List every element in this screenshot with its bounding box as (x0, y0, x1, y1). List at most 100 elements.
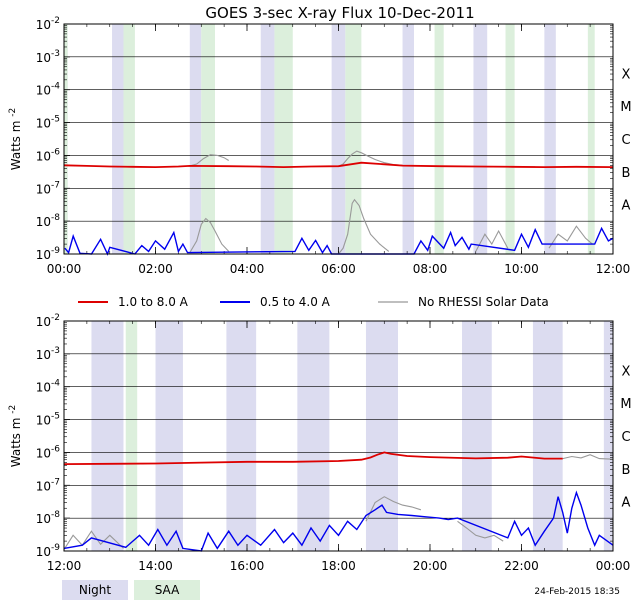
night-band (260, 24, 275, 254)
y-tick-label: 10-8 (36, 213, 61, 229)
flare-class-label: B (622, 166, 631, 181)
legend-label-no-rhessi: No RHESSI Solar Data (418, 295, 549, 309)
panel-top: 10-9 10-8 10-7 10-6 10-5 10-4 10-3 10-2 A B C M X 00:… (8, 16, 632, 276)
night-band (331, 24, 346, 254)
night-band (532, 321, 563, 551)
saa-band (274, 24, 293, 254)
panel-bottom: 10-9 10-8 10-7 10-6 10-5 10-4 10-3 10-2 A B C M X 12:… (8, 313, 632, 573)
flare-class-label: M (620, 397, 631, 412)
night-swatch (62, 580, 128, 600)
y-tick-label: 10-7 (36, 180, 60, 196)
y-tick-label: 10-4 (36, 379, 61, 395)
night-band (91, 321, 124, 551)
series-short-channel (63, 490, 614, 552)
night-band (189, 24, 202, 254)
night-band (544, 24, 556, 254)
night-band (226, 321, 257, 551)
flare-class-label: C (621, 133, 630, 148)
saa-band (125, 321, 138, 551)
saa-swatch (134, 580, 200, 600)
y-tick-label: 10-7 (36, 477, 60, 493)
series-no-rhessi-long (189, 154, 229, 167)
night-band (365, 321, 398, 551)
y-tick-label: 10-5 (36, 115, 60, 131)
series-short-channel (64, 226, 614, 256)
saa-band (123, 24, 135, 254)
y-tick-label: 10-5 (36, 412, 60, 428)
x-tick-label: 14:00 (138, 559, 173, 573)
y-tick-label: 10-9 (36, 543, 61, 559)
series-no-rhessi-short (365, 496, 422, 522)
y-tick-label: 10-3 (36, 346, 60, 362)
night-band (603, 321, 613, 551)
legend-item-short-channel: 0.5 to 4.0 A (220, 295, 331, 309)
generated-timestamp: 24-Feb-2015 18:35 (534, 587, 620, 597)
x-tick-label: 12:00 (596, 262, 631, 276)
y-tick-label: 10-3 (36, 49, 60, 65)
legend-label-long-channel: 1.0 to 8.0 A (118, 295, 189, 309)
series-long-channel (63, 451, 563, 465)
night-band (112, 24, 124, 254)
y-tick-label: 10-2 (36, 16, 60, 32)
night-band (473, 24, 488, 254)
x-tick-label: 20:00 (413, 559, 448, 573)
series-no-rhessi-long (338, 150, 403, 167)
x-tick-label: 00:00 (596, 559, 631, 573)
flare-class-label: C (621, 430, 630, 445)
x-tick-label: 04:00 (230, 262, 265, 276)
y-tick-label: 10-2 (36, 313, 60, 329)
night-band (297, 321, 330, 551)
x-tick-label: 08:00 (413, 262, 448, 276)
saa-band (345, 24, 362, 254)
flare-class-label: A (622, 496, 631, 511)
flare-class-label: X (622, 364, 631, 379)
x-tick-label: 18:00 (321, 559, 356, 573)
chart-panels: 10-9 10-8 10-7 10-6 10-5 10-4 10-3 10-2 A B C M X 00:… (8, 16, 632, 573)
night-band (155, 321, 183, 551)
saa-band (505, 24, 515, 254)
chart-title: GOES 3-sec X-ray Flux 10-Dec-2011 (205, 4, 474, 22)
night-band (402, 24, 414, 254)
plot-frame (63, 23, 614, 255)
y-axis-label: Watts m -2 (8, 405, 23, 467)
x-tick-label: 02:00 (138, 262, 173, 276)
flare-class-label: M (620, 100, 631, 115)
series-no-rhessi-long (562, 454, 614, 460)
saa-label: SAA (155, 583, 180, 597)
y-tick-label: 10-6 (36, 147, 61, 163)
y-axis-label: Watts m -2 (8, 108, 23, 170)
saa-band (434, 24, 444, 254)
x-tick-label: 22:00 (504, 559, 539, 573)
series-no-rhessi-short (548, 225, 593, 249)
background-legend: Night SAA (62, 580, 200, 600)
flare-class-label: A (622, 199, 631, 214)
night-band (462, 321, 492, 551)
legend-item-no-rhessi: No RHESSI Solar Data (378, 295, 549, 309)
y-tick-label: 10-4 (36, 82, 61, 98)
x-tick-label: 00:00 (47, 262, 82, 276)
legend-item-long-channel: 1.0 to 8.0 A (78, 295, 189, 309)
x-tick-label: 12:00 (47, 559, 82, 573)
night-label: Night (79, 583, 112, 597)
x-tick-label: 16:00 (230, 559, 265, 573)
y-tick-label: 10-8 (36, 510, 61, 526)
flare-class-label: X (622, 67, 631, 82)
x-tick-label: 10:00 (504, 262, 539, 276)
series-no-rhessi-short (338, 198, 390, 255)
series-no-rhessi-short (189, 217, 230, 253)
saa-band (201, 24, 215, 254)
saa-band (64, 24, 68, 254)
chart-legend: 1.0 to 8.0 A 0.5 to 4.0 A No RHESSI Sola… (78, 295, 549, 309)
saa-band (587, 24, 595, 254)
legend-label-short-channel: 0.5 to 4.0 A (260, 295, 331, 309)
series-no-rhessi-short (457, 520, 504, 542)
series-no-rhessi-short (63, 530, 124, 550)
series-long-channel (63, 161, 614, 169)
series-no-rhessi-short (475, 229, 509, 252)
plot-frame (63, 320, 614, 552)
flare-class-label: B (622, 463, 631, 478)
y-tick-label: 10-9 (36, 246, 61, 262)
y-tick-label: 10-6 (36, 444, 61, 460)
x-tick-label: 06:00 (321, 262, 356, 276)
